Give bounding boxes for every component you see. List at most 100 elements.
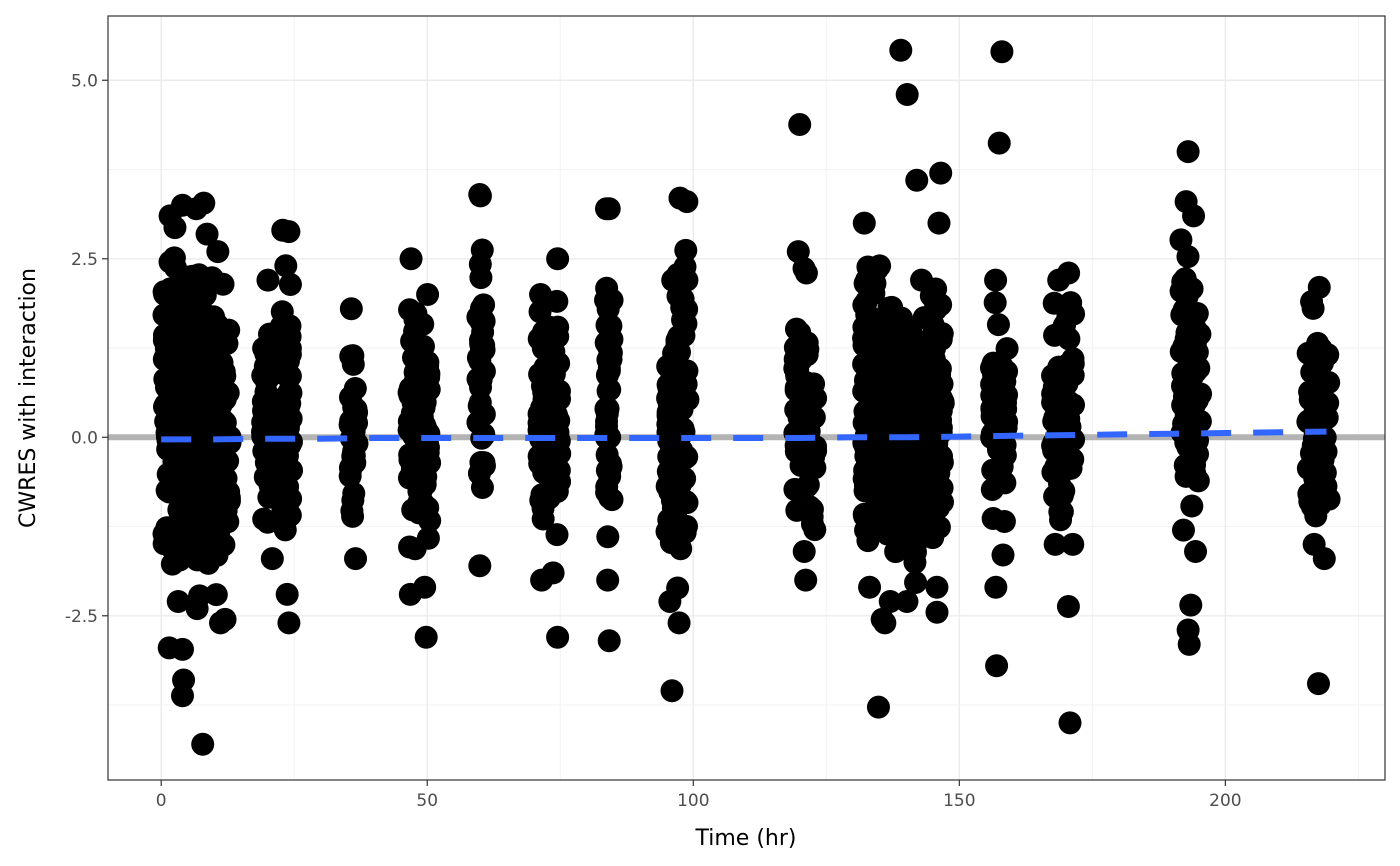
x-tick-label: 100: [677, 791, 709, 811]
data-point: [408, 365, 432, 389]
data-point: [260, 547, 284, 571]
data-point: [596, 525, 620, 549]
data-point: [895, 589, 919, 613]
data-point: [671, 417, 695, 441]
data-point: [668, 186, 692, 210]
data-point: [1179, 593, 1203, 617]
data-point: [198, 412, 222, 436]
data-point: [1177, 632, 1201, 656]
data-point: [416, 440, 440, 464]
data-point: [191, 732, 215, 756]
plot-panel-background: [108, 16, 1385, 780]
data-point: [1317, 370, 1341, 394]
data-point: [858, 575, 882, 599]
data-point: [1182, 204, 1206, 228]
data-point: [905, 168, 929, 192]
data-point: [1187, 356, 1211, 380]
data-point: [546, 325, 570, 349]
data-point: [215, 331, 239, 355]
data-point: [673, 374, 697, 398]
data-point: [991, 543, 1015, 567]
data-point: [416, 282, 440, 306]
data-point: [925, 600, 949, 624]
data-point: [531, 507, 555, 531]
data-point: [166, 589, 190, 613]
data-point: [920, 479, 944, 503]
data-point: [547, 458, 571, 482]
data-point: [548, 442, 572, 466]
data-point: [178, 453, 202, 477]
x-tick-label: 200: [1209, 791, 1241, 811]
data-point: [200, 483, 224, 507]
data-point: [670, 438, 694, 462]
data-point: [344, 547, 368, 571]
y-axis: -2.5 0.0 2.5 5.0: [65, 71, 108, 627]
x-tick-label: 50: [416, 791, 438, 811]
data-point: [200, 266, 224, 290]
data-point: [204, 516, 228, 540]
data-point: [794, 261, 818, 285]
data-point: [192, 191, 216, 215]
data-point: [1180, 494, 1204, 518]
data-point: [202, 463, 226, 487]
data-point: [924, 292, 948, 316]
data-point: [866, 695, 890, 719]
data-point: [889, 38, 913, 62]
data-point: [927, 211, 951, 235]
data-point: [853, 458, 877, 482]
data-point: [667, 611, 691, 635]
data-point: [204, 583, 228, 607]
data-point: [416, 496, 440, 520]
data-point: [929, 420, 953, 444]
data-point: [274, 254, 298, 278]
data-point: [1043, 532, 1067, 556]
data-point: [987, 131, 1011, 155]
data-point: [541, 561, 565, 585]
data-point: [852, 211, 876, 235]
data-point: [931, 390, 955, 414]
data-point: [414, 625, 438, 649]
data-point: [469, 450, 493, 474]
data-point: [800, 512, 824, 536]
x-axis-title: Time (hr): [695, 826, 797, 851]
data-point: [1186, 442, 1210, 466]
data-point: [413, 390, 437, 414]
y-tick-label: -2.5: [65, 607, 98, 627]
data-point: [1056, 594, 1080, 618]
data-point: [153, 345, 177, 369]
data-point: [342, 482, 366, 506]
data-point: [673, 467, 697, 491]
data-point: [597, 629, 621, 653]
data-point: [597, 197, 621, 221]
data-point: [904, 571, 928, 595]
data-point: [278, 273, 302, 297]
data-point: [985, 654, 1009, 678]
data-point: [873, 611, 897, 635]
data-point: [205, 543, 229, 567]
data-point: [411, 312, 435, 336]
data-point: [667, 340, 691, 364]
data-point: [339, 297, 363, 321]
data-point: [252, 507, 276, 531]
data-point: [469, 328, 493, 352]
data-point: [545, 479, 569, 503]
data-point: [206, 240, 230, 264]
data-point: [1061, 347, 1085, 371]
data-point: [413, 473, 437, 497]
data-point: [188, 584, 212, 608]
data-point: [470, 238, 494, 262]
data-point: [802, 445, 826, 469]
y-tick-label: 5.0: [71, 71, 98, 91]
data-point: [275, 444, 299, 468]
data-point: [256, 268, 280, 292]
data-point: [878, 357, 902, 381]
data-point: [668, 521, 692, 545]
data-point: [903, 540, 927, 564]
data-point: [995, 337, 1019, 361]
data-point: [545, 523, 569, 547]
data-point: [1176, 140, 1200, 164]
data-point: [599, 455, 623, 479]
y-tick-label: 0.0: [71, 428, 98, 448]
data-point: [598, 425, 622, 449]
